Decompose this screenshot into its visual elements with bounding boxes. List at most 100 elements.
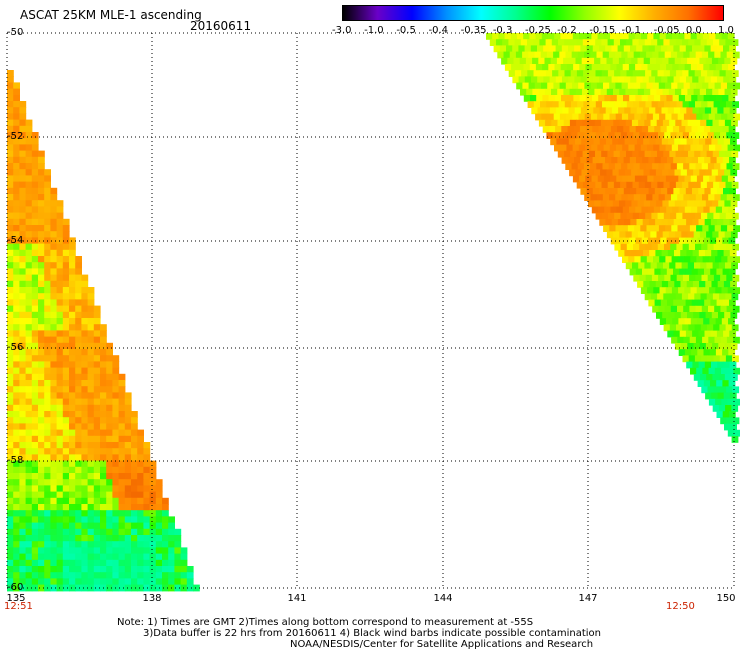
note-line-2: 3)Data buffer is 22 hrs from 20160611 4)… [143, 628, 601, 639]
swath-cell [81, 442, 89, 449]
swath-cell [162, 522, 169, 530]
swath-cell [38, 367, 45, 375]
swath-cell [44, 578, 51, 586]
swath-cell [31, 194, 39, 201]
swath-cell [93, 553, 101, 561]
swath-cell [50, 423, 58, 431]
swath-cell [19, 479, 27, 486]
swath-cell [69, 280, 76, 288]
swath-cell [545, 70, 553, 77]
swath-cell [636, 250, 644, 257]
swath-cell [25, 417, 33, 424]
swath-cell [585, 64, 593, 71]
swath-cell [124, 435, 132, 443]
swath-cell [19, 510, 27, 517]
swath-cell [31, 293, 39, 300]
swath-cell [56, 361, 64, 369]
swath-cell [556, 138, 564, 146]
swath-cell [50, 553, 58, 561]
swath-cell [719, 293, 726, 301]
swath-cell [728, 349, 736, 356]
swath-cell [93, 504, 101, 511]
swath-cell [629, 157, 637, 164]
swath-cell [81, 404, 89, 412]
swath-cell [661, 250, 669, 257]
swath-cell [62, 559, 70, 567]
swath-cell [652, 113, 660, 121]
swath-cell [13, 559, 20, 567]
swath-cell [31, 448, 39, 455]
swath-cell [669, 262, 676, 270]
swath-cell [87, 373, 95, 381]
swath-cell [56, 299, 64, 307]
swath-cell [710, 299, 718, 307]
swath-cell [25, 342, 33, 350]
swath-cell [50, 392, 58, 400]
swath-cell [56, 386, 64, 393]
swath-cell [512, 76, 520, 84]
swath-cell [93, 404, 101, 412]
swath-cell [100, 361, 107, 369]
swath-cell [664, 51, 672, 59]
swath-cell [712, 262, 720, 270]
swath-cell [112, 367, 120, 375]
swath-cell [174, 578, 182, 586]
swath-cell [143, 541, 151, 548]
swath-cell [93, 367, 101, 375]
swath-cell [731, 39, 739, 46]
swath-cell [31, 398, 39, 406]
swath-cell [25, 559, 33, 567]
swath-cell [674, 281, 682, 288]
swath-cell [520, 39, 528, 46]
swath-cell [585, 175, 593, 183]
swath-cell [696, 82, 703, 90]
swath-cell [62, 243, 70, 251]
swath-cell [31, 280, 39, 288]
swath-cell [7, 392, 14, 400]
swath-cell [724, 119, 732, 127]
swath-cell [25, 119, 33, 127]
swath-cell [38, 175, 45, 183]
swath-cell [664, 274, 672, 282]
swath-cell [710, 76, 718, 84]
swath-cell [7, 268, 14, 276]
swath-cell [75, 442, 82, 449]
swath-cell [688, 293, 695, 301]
swath-cell [75, 299, 82, 307]
swath-cell [38, 194, 45, 201]
swath-cell [707, 386, 715, 394]
swath-cell [81, 274, 89, 282]
swath-cell [626, 243, 634, 251]
swath-cell [668, 312, 676, 319]
swath-cell [732, 101, 739, 108]
swath-cell [31, 516, 39, 524]
swath-cell [112, 423, 120, 431]
swath-cell [38, 249, 45, 257]
swath-cell [124, 448, 132, 455]
swath-cell [25, 125, 33, 133]
swath-cell [596, 163, 604, 170]
swath-cell [556, 107, 563, 115]
swath-cell [38, 411, 45, 418]
colorbar-label: -0.2 [557, 25, 577, 36]
swath-cell [19, 225, 27, 232]
swath-cell [702, 367, 710, 375]
swath-cell [714, 113, 722, 121]
swath-cell [50, 584, 58, 592]
swath-cell [722, 411, 730, 418]
swath-cell [19, 206, 27, 214]
swath-cell [689, 163, 697, 170]
swath-cell [106, 342, 113, 350]
swath-cell [19, 113, 27, 121]
swath-cell [720, 417, 727, 425]
swath-cell [50, 386, 58, 393]
swath-cell [647, 144, 654, 152]
swath-cell [38, 200, 45, 207]
swath-cell [81, 566, 89, 573]
swath-cell [112, 485, 120, 493]
swath-cell [31, 442, 39, 449]
swath-cell [149, 460, 157, 468]
swath-cell [124, 559, 132, 567]
swath-cell [667, 107, 675, 115]
swath-cell [44, 386, 51, 393]
